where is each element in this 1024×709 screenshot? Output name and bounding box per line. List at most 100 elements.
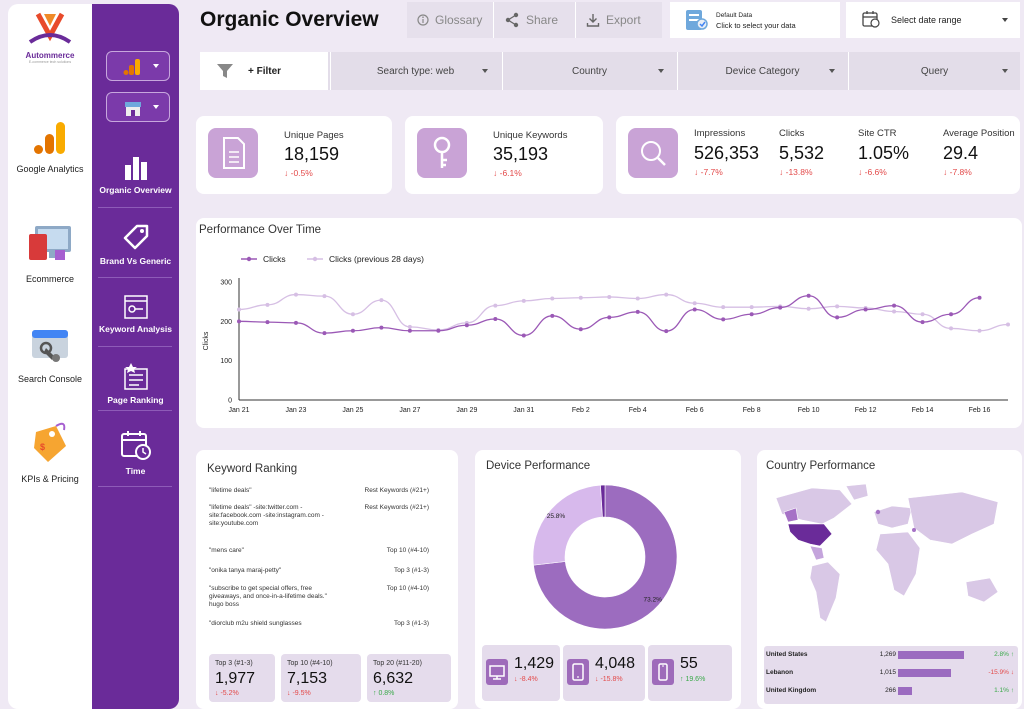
device-category-select[interactable]: Device Category	[677, 52, 847, 90]
nav-item-label: Organic Overview	[99, 185, 172, 195]
country-performance-title: Country Performance	[766, 460, 876, 472]
keyword-rank-bucket: Top 10 (#4-10)	[386, 585, 429, 592]
country-table-bg	[764, 646, 1018, 704]
query-select[interactable]: Query	[848, 52, 1020, 90]
keyword-query: "subscribe to get special offers, free g…	[209, 585, 327, 608]
donut-slice	[533, 484, 678, 630]
nav-item-time[interactable]: Time	[92, 428, 179, 476]
country-select[interactable]: Country	[502, 52, 676, 90]
country-row[interactable]: United Kingdom 266 1.1% ↑	[766, 684, 1016, 698]
nav-item-label: Time	[125, 466, 146, 476]
series-point	[892, 309, 897, 314]
kpi-label: Impressions	[694, 128, 746, 139]
key-icon	[417, 128, 467, 178]
chevron-down-icon	[1002, 69, 1008, 73]
kpi-delta: ↓ -13.8%	[779, 167, 813, 177]
device-delta: ↑ 19.6%	[680, 676, 706, 683]
country-row[interactable]: Lebanon 1,015 -15.9% ↓	[766, 666, 1016, 680]
rail-item-kpis-pricing[interactable]: $ KPIs & Pricing	[8, 418, 92, 484]
series-point	[806, 306, 811, 311]
device-donut-chart: 73.2% 25.8%	[532, 484, 678, 630]
series-point	[265, 302, 270, 307]
x-tick-label: Jan 27	[399, 407, 420, 414]
keyword-rank-bucket: Rest Keywords (#21+)	[364, 487, 430, 494]
share-button[interactable]: Share	[493, 2, 575, 38]
magnifier-icon	[628, 128, 678, 178]
y-tick-label: 300	[220, 280, 232, 287]
series-point	[892, 303, 897, 308]
analytics-source-dropdown[interactable]	[106, 51, 170, 81]
nav-divider	[98, 410, 172, 411]
keyword-row[interactable]: "subscribe to get special offers, free g…	[209, 585, 429, 617]
kpi-label: Average Position	[943, 128, 1015, 139]
nav-item-organic-overview[interactable]: Organic Overview	[92, 155, 179, 195]
nav-item-brand-vs-generic[interactable]: Brand Vs Generic	[92, 222, 179, 266]
store-dropdown[interactable]	[106, 92, 170, 122]
rail-item-google-analytics[interactable]: Google Analytics	[8, 118, 92, 174]
device-value: 1,429	[514, 655, 555, 672]
series-point	[721, 305, 726, 310]
document-icon	[208, 128, 258, 178]
series-point	[293, 320, 298, 325]
world-map[interactable]	[762, 478, 1012, 628]
country-row[interactable]: United States 1,269 2.8% ↑	[766, 648, 1016, 662]
kpi-label: Site CTR	[858, 128, 897, 139]
country-name: United States	[766, 651, 808, 658]
kpi-delta: ↓ -6.6%	[858, 167, 887, 177]
rank-summary-delta: ↓ -9.5%	[287, 690, 311, 697]
keyword-row[interactable]: "diorclub m2u shield sunglasses Top 3 (#1…	[209, 620, 429, 630]
rail-item-ecommerce[interactable]: Ecommerce	[8, 224, 92, 284]
keyword-row[interactable]: "lifetime deals" -site:twitter.com -site…	[209, 504, 429, 544]
rank-summary-value: 1,977	[215, 670, 256, 687]
keyword-row[interactable]: "onika tanya maraj-petty" Top 3 (#1-3)	[209, 567, 429, 577]
series-point	[920, 312, 925, 317]
chevron-down-icon	[829, 69, 835, 73]
chevron-down-icon	[482, 69, 488, 73]
export-button[interactable]: Export	[575, 2, 662, 38]
series-point	[692, 301, 697, 306]
rank-summary-label: Top 20 (#11-20)	[373, 660, 422, 667]
series-point	[749, 305, 754, 310]
keyword-row[interactable]: "lifetime deals" Rest Keywords (#21+)	[209, 487, 429, 497]
brand-logo[interactable]: Autommerce E-commerce tech solutions	[22, 10, 78, 64]
tablet-icon	[567, 659, 589, 685]
series-point	[778, 305, 783, 310]
data-source-selector[interactable]: Default Data Click to select your data	[670, 2, 840, 38]
keyword-row[interactable]: "mens care" Top 10 (#4-10)	[209, 547, 429, 557]
ecommerce-icon	[29, 226, 71, 260]
calendar-icon	[862, 11, 880, 28]
country-clicks: 1,015	[879, 669, 896, 676]
add-filter-button[interactable]: + Filter	[200, 52, 328, 90]
export-label: Export	[606, 13, 641, 27]
x-tick-label: Feb 8	[743, 407, 761, 414]
performance-chart-card: Performance Over Time 0 100 200 300 Jan 21 Ja…	[196, 218, 1022, 428]
nav-item-page-ranking[interactable]: Page Ranking	[92, 361, 179, 405]
nav-item-label: Page Ranking	[107, 395, 164, 405]
series-point	[493, 303, 498, 308]
map-region-europe	[873, 505, 913, 529]
device-summary-desktop: 1,429 ↓ -8.4%	[482, 645, 560, 701]
kpi-card-search-metrics: Impressions 526,353 ↓ -7.7% Clicks 5,532…	[616, 116, 1020, 194]
search-type-select[interactable]: Search type: web	[330, 52, 500, 90]
x-tick-label: Feb 12	[855, 407, 877, 414]
keyword-query: "lifetime deals"	[209, 487, 252, 494]
rank-summary-top20: Top 20 (#11-20) 6,632 ↑ 0.8%	[367, 654, 451, 702]
keyword-rank-bucket: Top 3 (#1-3)	[393, 620, 429, 627]
rail-item-search-console[interactable]: Search Console	[8, 324, 92, 384]
keyword-window-icon	[123, 295, 148, 319]
country-delta: 2.8% ↑	[994, 651, 1014, 658]
chevron-down-icon	[153, 105, 159, 109]
x-tick-label: Jan 21	[228, 407, 249, 414]
glossary-button[interactable]: Glossary	[407, 2, 493, 38]
kpi-value: 526,353	[694, 143, 760, 163]
nav-item-keyword-analysis[interactable]: Keyword Analysis	[92, 294, 179, 334]
bar-chart-icon	[124, 157, 147, 180]
rail-item-label: Search Console	[17, 374, 83, 384]
map-region-australia	[965, 577, 999, 603]
filter-funnel-icon	[217, 64, 233, 78]
date-range-picker[interactable]: Select date range	[846, 2, 1020, 38]
country-clicks: 1,269	[879, 651, 896, 658]
map-region-greenland	[845, 483, 869, 501]
series-point	[322, 294, 327, 299]
series-point	[635, 296, 640, 301]
